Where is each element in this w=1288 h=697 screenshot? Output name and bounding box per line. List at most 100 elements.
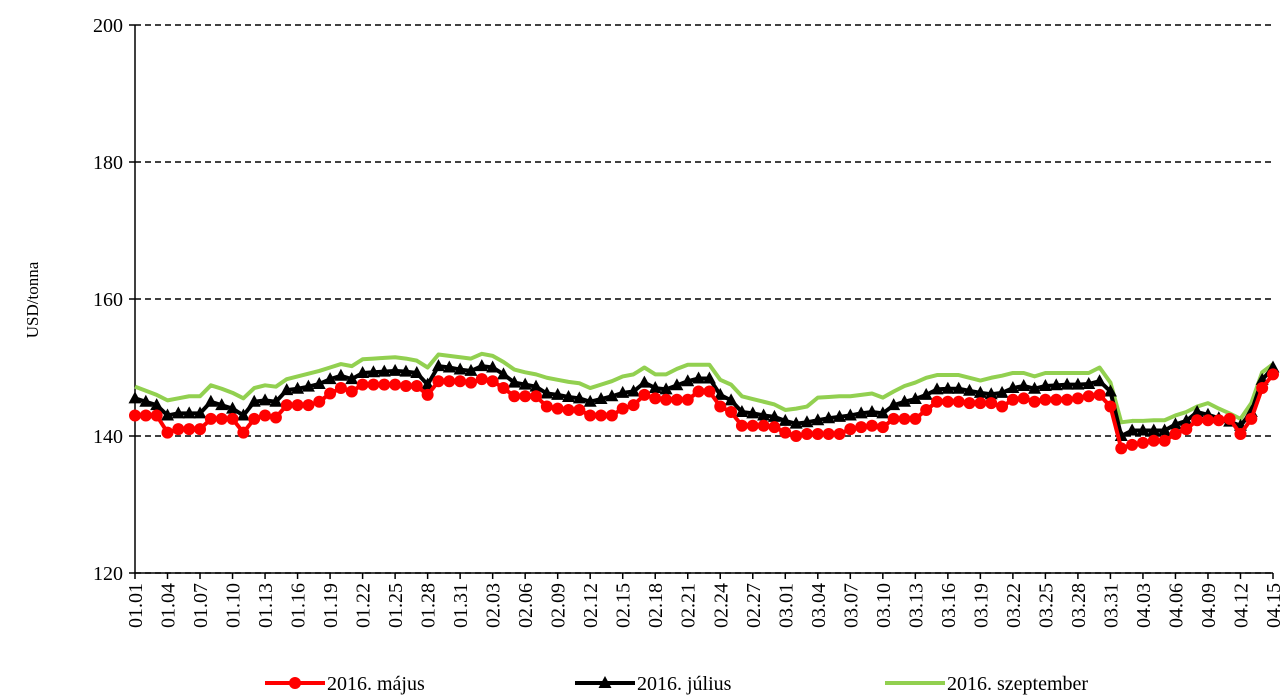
point: [703, 385, 716, 398]
point: [995, 385, 1009, 398]
point: [129, 409, 141, 422]
point: [497, 382, 510, 395]
point: [1050, 393, 1063, 406]
point: [843, 408, 857, 421]
point: [356, 378, 369, 391]
point: [670, 393, 683, 406]
x-tick-label: 02.12: [580, 583, 602, 628]
point: [258, 393, 272, 406]
x-tick-label: 04.12: [1230, 583, 1252, 628]
point: [833, 427, 846, 440]
x-tick-label: 03.07: [840, 583, 862, 628]
point: [475, 373, 488, 386]
point: [248, 412, 261, 425]
x-tick-label: 01.13: [255, 583, 277, 628]
point: [562, 403, 575, 416]
x-tick-label: 01.22: [353, 583, 375, 628]
x-tick-label: 01.07: [190, 583, 212, 628]
point: [789, 416, 803, 429]
x-tick-label: 01.04: [158, 583, 180, 628]
point: [1234, 427, 1247, 440]
point: [443, 375, 456, 388]
point: [389, 378, 402, 391]
point: [898, 394, 912, 407]
point: [649, 392, 662, 405]
point: [171, 406, 185, 419]
x-tick-label: 04.09: [1198, 583, 1220, 628]
point: [1191, 414, 1204, 427]
point: [345, 372, 359, 385]
legend-item: 2016. július: [575, 673, 732, 695]
point: [832, 409, 846, 422]
point: [735, 419, 748, 432]
x-tick-label: 02.27: [743, 583, 765, 628]
x-tick-label: 04.06: [1165, 583, 1187, 628]
point: [161, 426, 174, 439]
point: [312, 376, 326, 389]
x-tick-label: 03.31: [1100, 583, 1122, 628]
point: [431, 359, 445, 372]
point: [638, 388, 651, 401]
point: [1169, 427, 1182, 440]
point: [1017, 378, 1031, 391]
point: [909, 412, 922, 425]
point: [1179, 413, 1193, 426]
point: [844, 423, 857, 436]
point: [768, 421, 781, 434]
point: [399, 379, 412, 392]
point: [194, 423, 207, 436]
point: [919, 387, 933, 400]
point: [594, 392, 608, 405]
point: [778, 413, 792, 426]
point: [1017, 392, 1030, 405]
point: [1082, 390, 1095, 403]
point: [182, 406, 196, 419]
x-tick-label: 03.25: [1035, 583, 1057, 628]
x-tick-label: 03.04: [808, 583, 830, 628]
point: [453, 362, 467, 375]
point: [714, 400, 727, 413]
point: [1103, 384, 1117, 397]
point: [410, 365, 424, 378]
point: [876, 421, 889, 434]
point: [800, 415, 814, 428]
point: [183, 423, 196, 436]
point: [1115, 442, 1128, 455]
y-tick-label: 120: [93, 563, 123, 585]
point: [822, 411, 836, 424]
point: [887, 398, 901, 411]
x-tick-label: 02.09: [548, 583, 570, 628]
point: [660, 393, 673, 406]
series-line: [134, 364, 1275, 438]
point: [996, 400, 1009, 413]
point: [637, 375, 651, 388]
point: [269, 394, 283, 407]
point: [259, 409, 272, 422]
x-tick-label: 02.18: [645, 583, 667, 628]
x-tick-label: 03.13: [905, 583, 927, 628]
point: [1071, 392, 1084, 405]
point: [172, 423, 185, 436]
point: [226, 412, 239, 425]
x-tick-label: 01.31: [450, 583, 472, 628]
point: [1071, 377, 1085, 390]
point: [757, 408, 771, 421]
point: [519, 390, 532, 403]
point: [1136, 436, 1149, 449]
point: [985, 397, 998, 410]
point: [378, 378, 391, 391]
point: [605, 409, 618, 422]
legend-label: 2016. május: [327, 673, 425, 695]
point: [421, 377, 435, 390]
x-tick-label: 02.24: [710, 583, 732, 628]
point: [746, 419, 759, 432]
point: [1147, 434, 1160, 447]
point: [931, 395, 944, 408]
y-axis-label: USD/tonna: [23, 261, 42, 338]
point: [324, 387, 337, 400]
point: [1212, 414, 1225, 427]
point: [204, 412, 217, 425]
point: [681, 374, 695, 387]
point: [1028, 395, 1041, 408]
point: [529, 379, 543, 392]
